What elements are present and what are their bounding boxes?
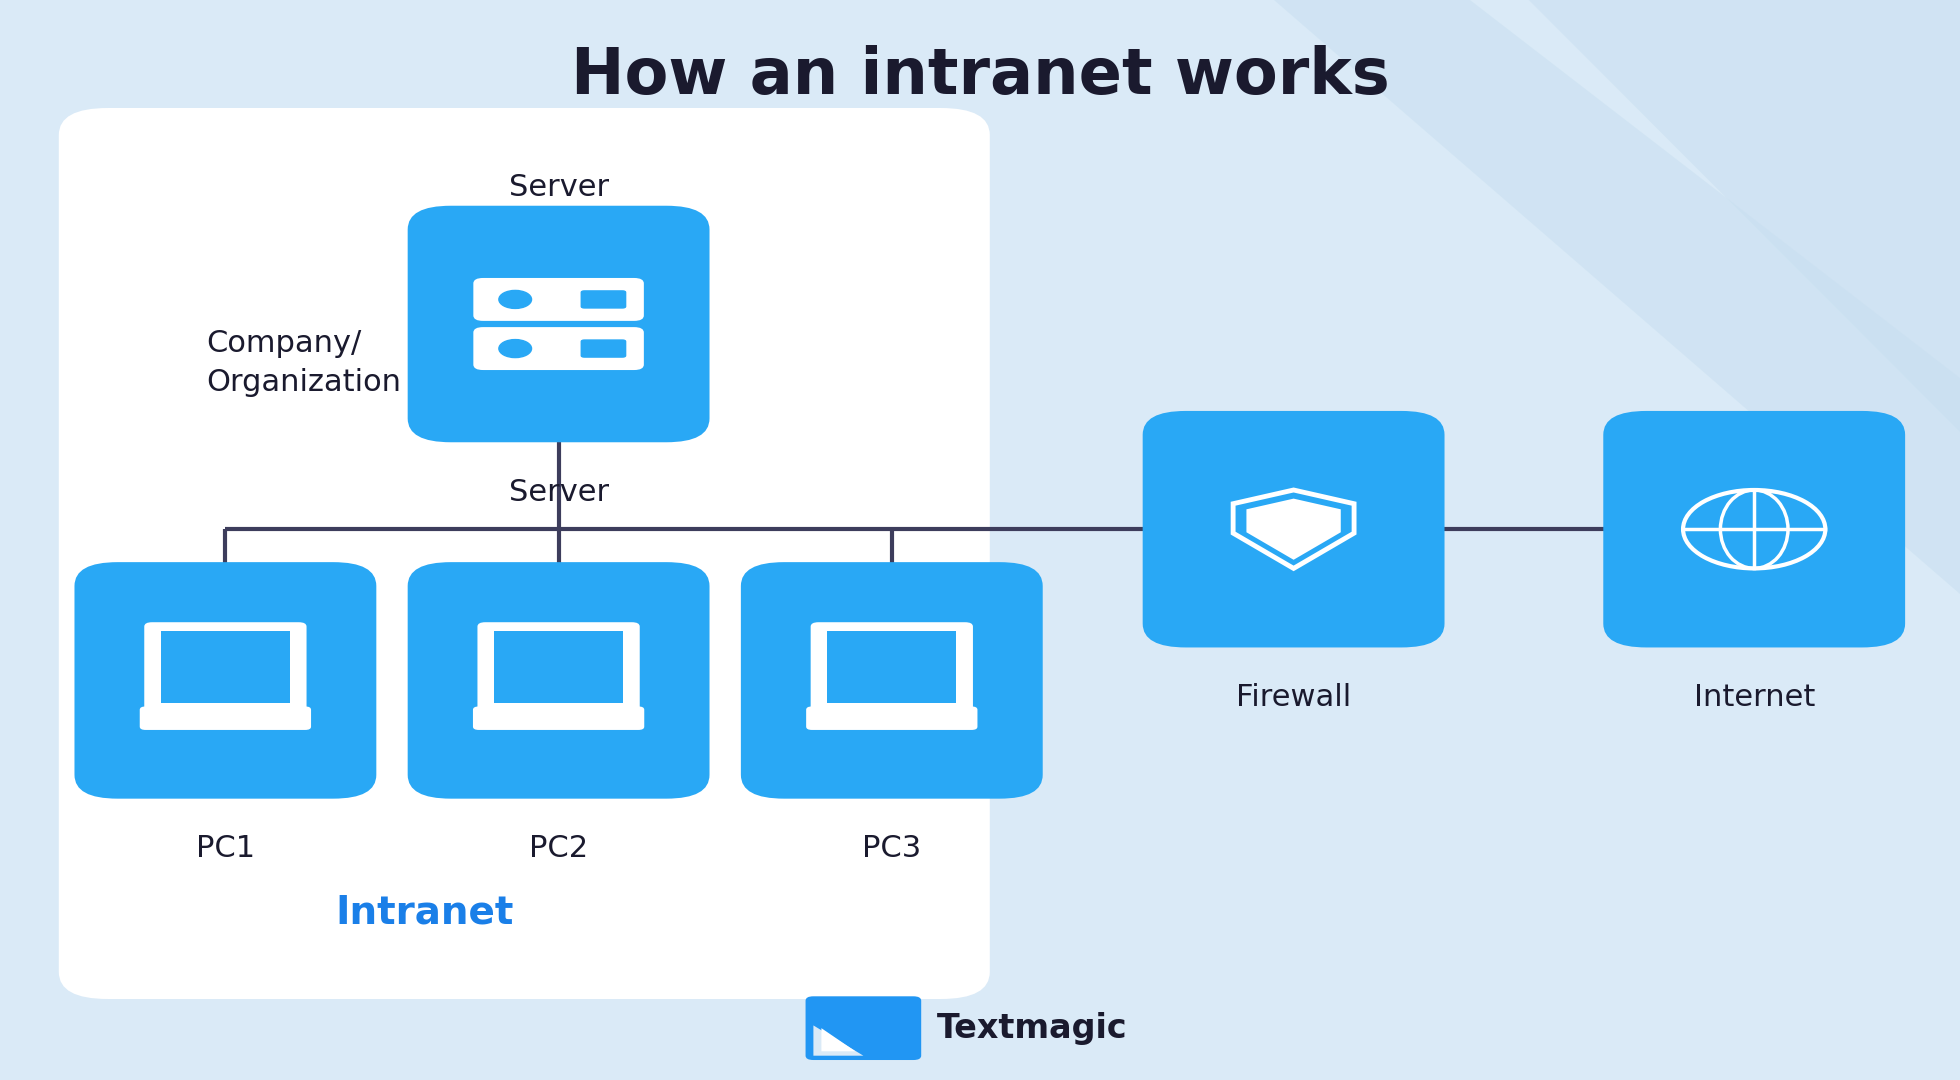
- FancyBboxPatch shape: [806, 996, 921, 1061]
- FancyBboxPatch shape: [472, 706, 645, 730]
- FancyBboxPatch shape: [408, 206, 710, 443]
- Text: Company/
Organization: Company/ Organization: [206, 329, 400, 396]
- Polygon shape: [813, 1025, 862, 1056]
- FancyBboxPatch shape: [472, 327, 643, 370]
- FancyBboxPatch shape: [472, 278, 643, 321]
- FancyBboxPatch shape: [806, 706, 978, 730]
- FancyBboxPatch shape: [59, 108, 990, 999]
- FancyBboxPatch shape: [139, 706, 312, 730]
- Text: Server: Server: [508, 174, 610, 203]
- FancyBboxPatch shape: [811, 622, 972, 712]
- Polygon shape: [1529, 0, 1960, 432]
- Text: How an intranet works: How an intranet works: [570, 44, 1390, 107]
- FancyBboxPatch shape: [580, 291, 627, 309]
- FancyBboxPatch shape: [74, 563, 376, 799]
- Text: PC2: PC2: [529, 834, 588, 863]
- Text: Textmagic: Textmagic: [937, 1012, 1127, 1044]
- Text: Firewall: Firewall: [1237, 684, 1350, 712]
- Polygon shape: [1274, 0, 1960, 594]
- FancyBboxPatch shape: [408, 563, 710, 799]
- FancyBboxPatch shape: [1603, 411, 1905, 648]
- Polygon shape: [821, 1028, 855, 1051]
- FancyBboxPatch shape: [478, 622, 639, 712]
- Text: Server: Server: [508, 478, 610, 507]
- FancyBboxPatch shape: [145, 622, 306, 712]
- FancyBboxPatch shape: [580, 339, 627, 357]
- Circle shape: [500, 291, 531, 309]
- Text: Internet: Internet: [1693, 684, 1815, 712]
- FancyBboxPatch shape: [827, 632, 956, 703]
- FancyBboxPatch shape: [1143, 411, 1445, 648]
- Text: Intranet: Intranet: [335, 893, 514, 932]
- FancyBboxPatch shape: [741, 563, 1043, 799]
- Polygon shape: [1247, 499, 1341, 559]
- FancyBboxPatch shape: [161, 632, 290, 703]
- Text: PC3: PC3: [862, 834, 921, 863]
- Circle shape: [500, 339, 531, 357]
- Text: PC1: PC1: [196, 834, 255, 863]
- FancyBboxPatch shape: [494, 632, 623, 703]
